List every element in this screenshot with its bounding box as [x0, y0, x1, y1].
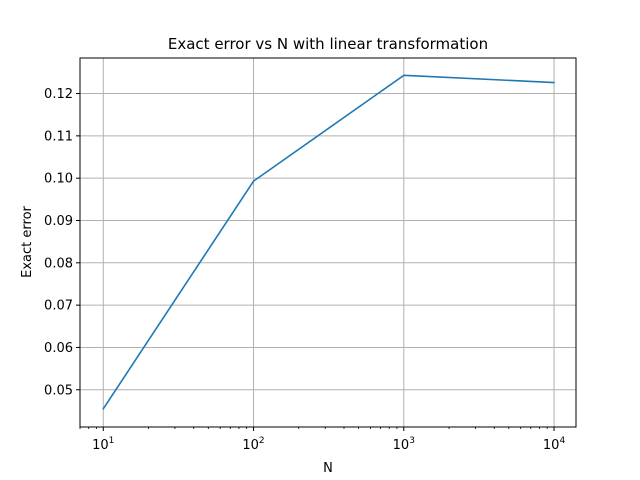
x-tick-label-base: 10: [242, 438, 259, 453]
x-tick-label-exponent: 2: [259, 436, 265, 446]
x-tick-label: 101: [92, 436, 114, 453]
series-layer: [102, 74, 555, 410]
y-tick-label: 0.08: [44, 256, 73, 271]
x-tick-label-exponent: 1: [109, 436, 115, 446]
y-tick-label: 0.07: [44, 299, 73, 314]
x-tick-label-base: 10: [393, 438, 410, 453]
x-tick-label-base: 10: [543, 438, 560, 453]
chart-title: Exact error vs N with linear transformat…: [168, 35, 488, 53]
series-line: [102, 74, 555, 410]
y-tick-label: 0.06: [44, 341, 73, 356]
y-tick-label: 0.09: [44, 214, 73, 229]
x-axis-label: N: [323, 461, 333, 476]
x-tick-label-exponent: 3: [409, 436, 415, 446]
x-tick-label: 104: [543, 436, 566, 453]
y-tick-label: 0.10: [44, 172, 73, 187]
x-tick-label: 103: [393, 436, 415, 453]
grid: [80, 58, 576, 427]
x-tick-label-exponent: 4: [559, 436, 565, 446]
y-axis-label: Exact error: [20, 205, 35, 277]
x-tick-label-base: 10: [92, 438, 109, 453]
y-tick-label: 0.12: [44, 87, 73, 102]
ticks: 101 102 103 1040.050.060.070.080.090.100.11…: [44, 87, 565, 453]
x-tick-label: 102: [242, 436, 264, 453]
y-tick-label: 0.05: [44, 383, 73, 398]
plot-frame: [79, 57, 577, 428]
y-tick-label: 0.11: [44, 129, 73, 144]
